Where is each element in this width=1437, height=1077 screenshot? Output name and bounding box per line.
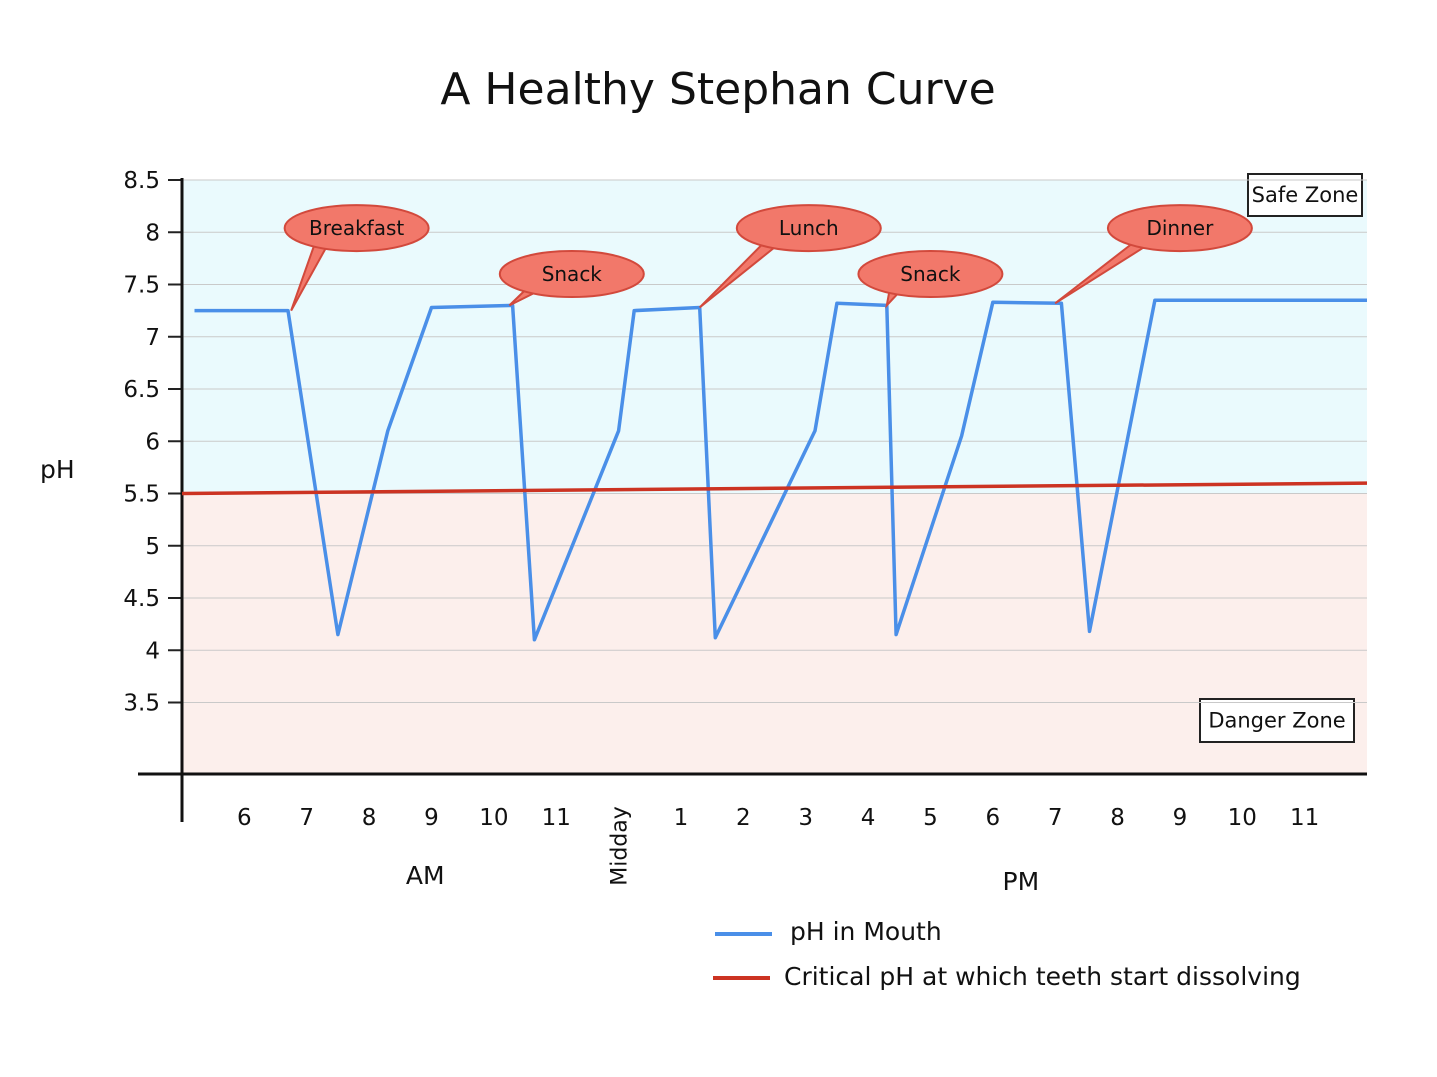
svg-text:Lunch: Lunch xyxy=(779,216,839,240)
period-label-am: AM xyxy=(406,861,445,890)
axes xyxy=(138,178,1367,822)
x-tick-label: 11 xyxy=(1290,805,1319,831)
y-tick-label: 3.5 xyxy=(123,691,160,717)
y-tick-label: 8 xyxy=(145,220,160,246)
y-tick-label: 8.5 xyxy=(123,168,160,194)
series-layer xyxy=(181,298,1368,642)
x-tick-label: 7 xyxy=(299,805,314,831)
y-tick-label: 7 xyxy=(145,325,160,351)
x-tick-label: 7 xyxy=(1048,805,1063,831)
svg-text:Snack: Snack xyxy=(542,262,603,286)
svg-text:Breakfast: Breakfast xyxy=(309,216,404,240)
x-tick-label: 4 xyxy=(861,805,876,831)
x-tick-label: 5 xyxy=(923,805,938,831)
svg-text:Safe Zone: Safe Zone xyxy=(1252,183,1359,207)
x-tick-label: 6 xyxy=(985,805,1000,831)
series-line-ph-in-mouth xyxy=(194,298,1367,642)
callout-snack: Snack xyxy=(857,250,1004,309)
svg-text:Dinner: Dinner xyxy=(1146,216,1214,240)
legend: pH in Mouth Critical pH at which teeth s… xyxy=(713,917,1301,991)
x-tick-label: 10 xyxy=(1228,805,1257,831)
legend-label-ph-in-mouth: pH in Mouth xyxy=(790,917,942,946)
x-tick-label: 10 xyxy=(479,805,508,831)
x-tick-label: 8 xyxy=(1110,805,1125,831)
x-tick-label: 3 xyxy=(798,805,813,831)
x-tick-label: 6 xyxy=(237,805,252,831)
period-label-pm: PM xyxy=(1003,867,1040,896)
y-tick-label: 6 xyxy=(145,429,160,455)
safe-zone-label: Safe Zone xyxy=(1247,173,1363,217)
x-tick-label: 8 xyxy=(362,805,377,831)
series-line-critical-ph-at-which-teeth-start-dissolving xyxy=(181,481,1368,496)
y-axis-label: pH xyxy=(40,455,75,484)
danger-zone-label: Danger Zone xyxy=(1199,698,1355,743)
legend-label-critical-ph: Critical pH at which teeth start dissolv… xyxy=(784,962,1301,991)
callout-dinner: Dinner xyxy=(1054,204,1253,305)
x-tick-label: 9 xyxy=(424,805,439,831)
callout-breakfast: Breakfast xyxy=(283,204,430,312)
y-tick-label: 4.5 xyxy=(123,586,160,612)
y-tick-label: 6.5 xyxy=(123,377,160,403)
y-tick-label: 5 xyxy=(145,534,160,560)
chart-title: A Healthy Stephan Curve xyxy=(440,64,995,115)
y-tick-label: 7.5 xyxy=(123,273,160,299)
danger-zone-band xyxy=(182,493,1367,774)
y-tick-label: 4 xyxy=(145,638,160,664)
svg-text:Danger Zone: Danger Zone xyxy=(1208,709,1345,733)
callout-lunch: Lunch xyxy=(698,204,882,309)
x-tick-label: 11 xyxy=(542,805,571,831)
x-tick-label: 2 xyxy=(736,805,751,831)
x-tick-label: 9 xyxy=(1173,805,1188,831)
zones-layer: Safe Zone Danger Zone xyxy=(182,173,1367,774)
meal-callouts: Breakfast Snack Lunch Snack Dinner xyxy=(283,204,1253,312)
axis-labels: 6 7 8 9 10 11 Midday 1 2 3 4 5 6 7 8 9 10 11 AM PM xyxy=(237,805,1319,896)
x-tick-label-midday: Midday xyxy=(608,806,633,886)
y-tick-label: 5.5 xyxy=(123,482,160,508)
callout-snack: Snack xyxy=(498,250,645,307)
x-tick-label: 1 xyxy=(674,805,689,831)
svg-text:Snack: Snack xyxy=(900,262,961,286)
